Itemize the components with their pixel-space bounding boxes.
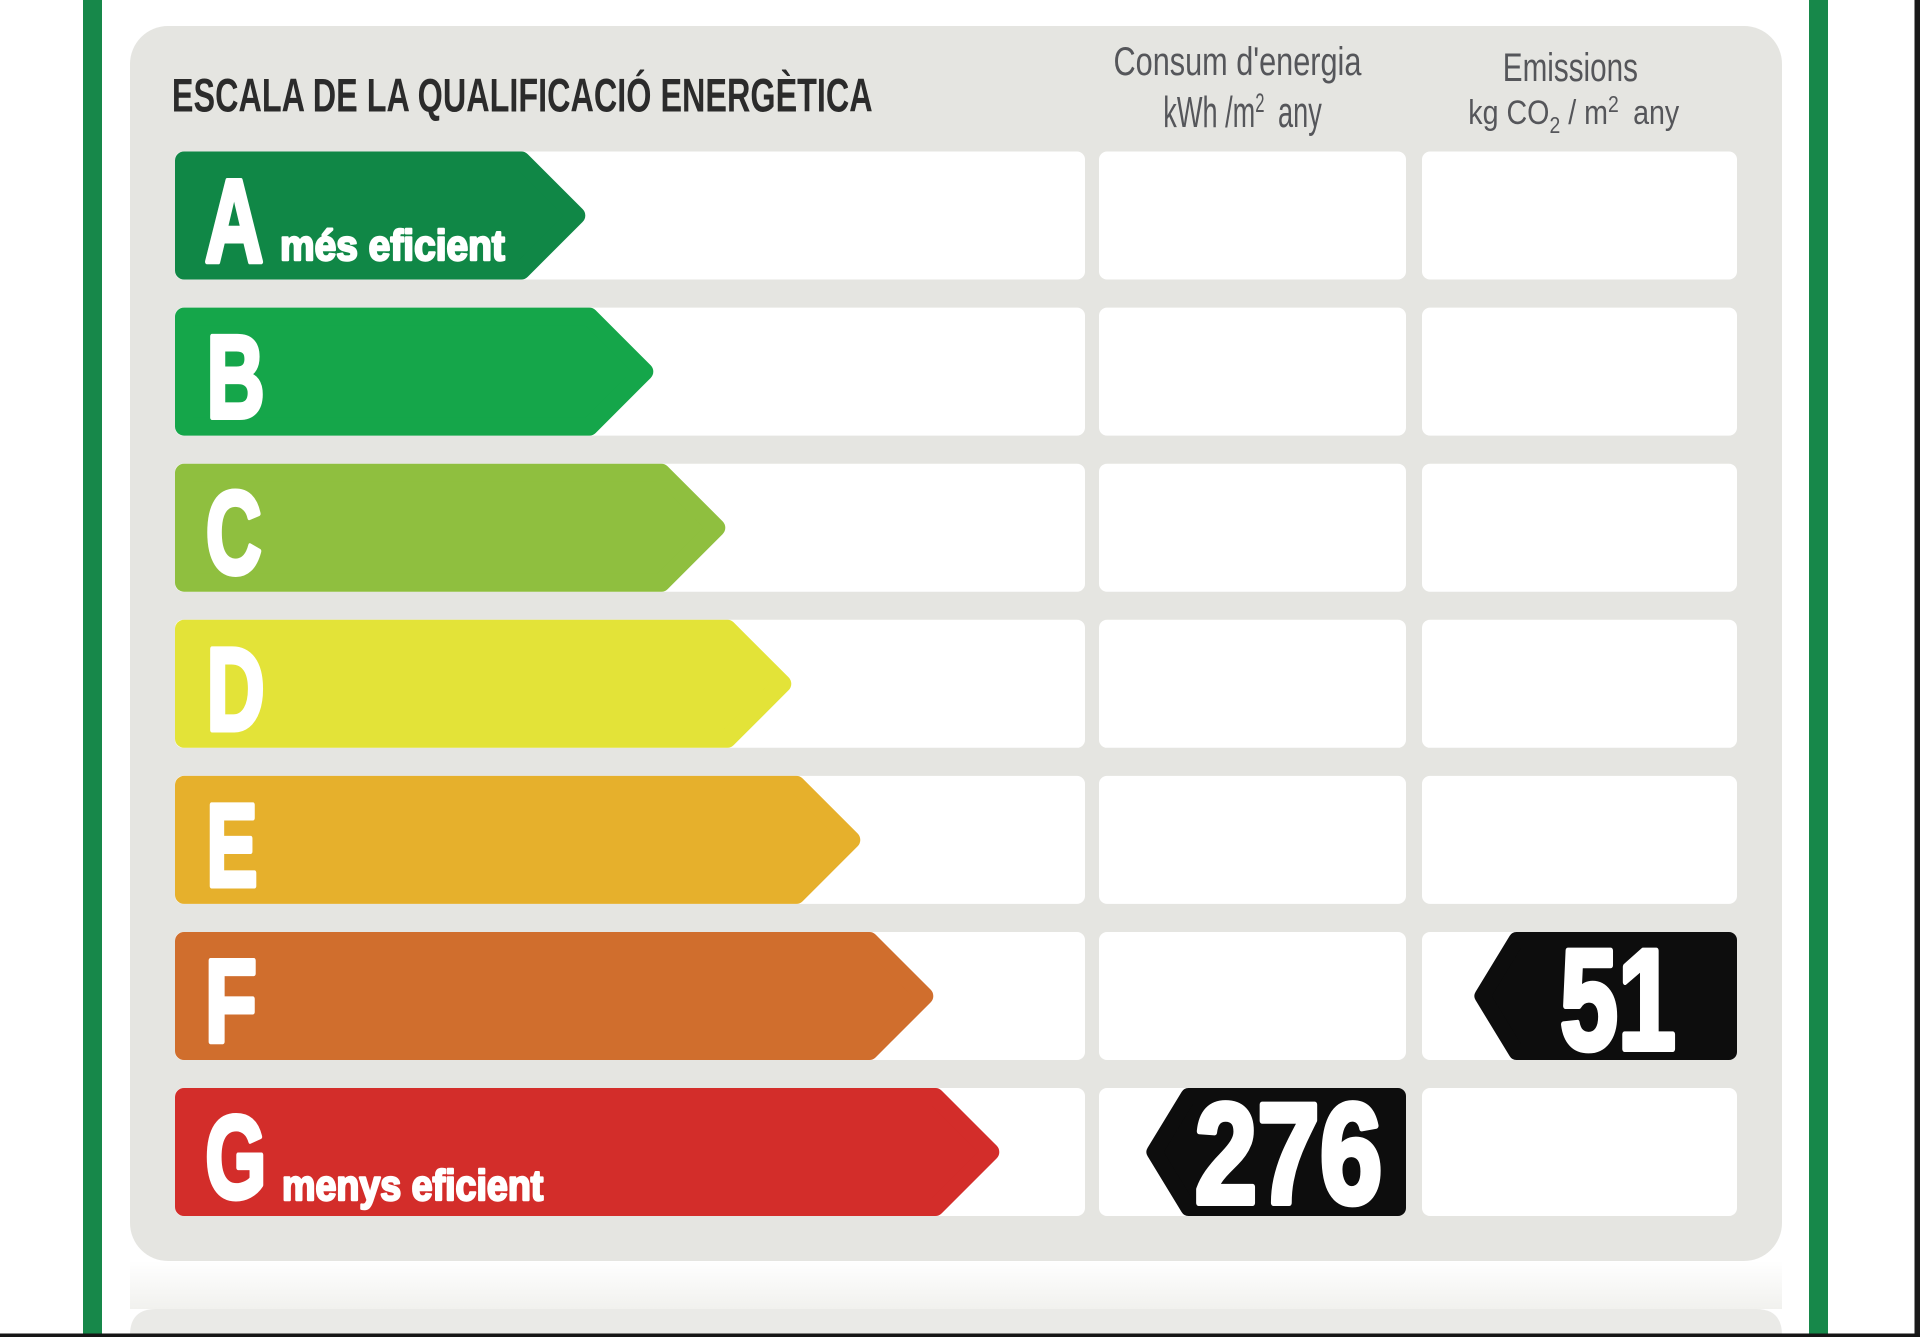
svg-text:G: G: [205, 1092, 266, 1224]
svg-text:Emissions: Emissions: [1503, 46, 1638, 90]
svg-text:276: 276: [1195, 1075, 1383, 1234]
svg-text:B: B: [207, 312, 265, 443]
svg-text:E: E: [206, 781, 257, 912]
svg-text:més eficient: més eficient: [280, 221, 505, 269]
svg-text:kWh /m2 any: kWh /m2 any: [1163, 87, 1322, 136]
svg-text:menys eficient: menys eficient: [282, 1160, 543, 1209]
svg-text:51: 51: [1560, 920, 1676, 1080]
svg-text:F: F: [205, 936, 257, 1068]
svg-text:kg CO2 / m2 any: kg CO2 / m2 any: [1468, 91, 1679, 138]
svg-text:A: A: [205, 156, 264, 288]
svg-text:ESCALA DE LA QUALIFICACIÓ ENER: ESCALA DE LA QUALIFICACIÓ ENERGÈTICA: [172, 68, 873, 122]
svg-text:C: C: [206, 469, 262, 600]
svg-text:D: D: [207, 625, 265, 756]
svg-text:Consum d'energia: Consum d'energia: [1114, 39, 1362, 84]
